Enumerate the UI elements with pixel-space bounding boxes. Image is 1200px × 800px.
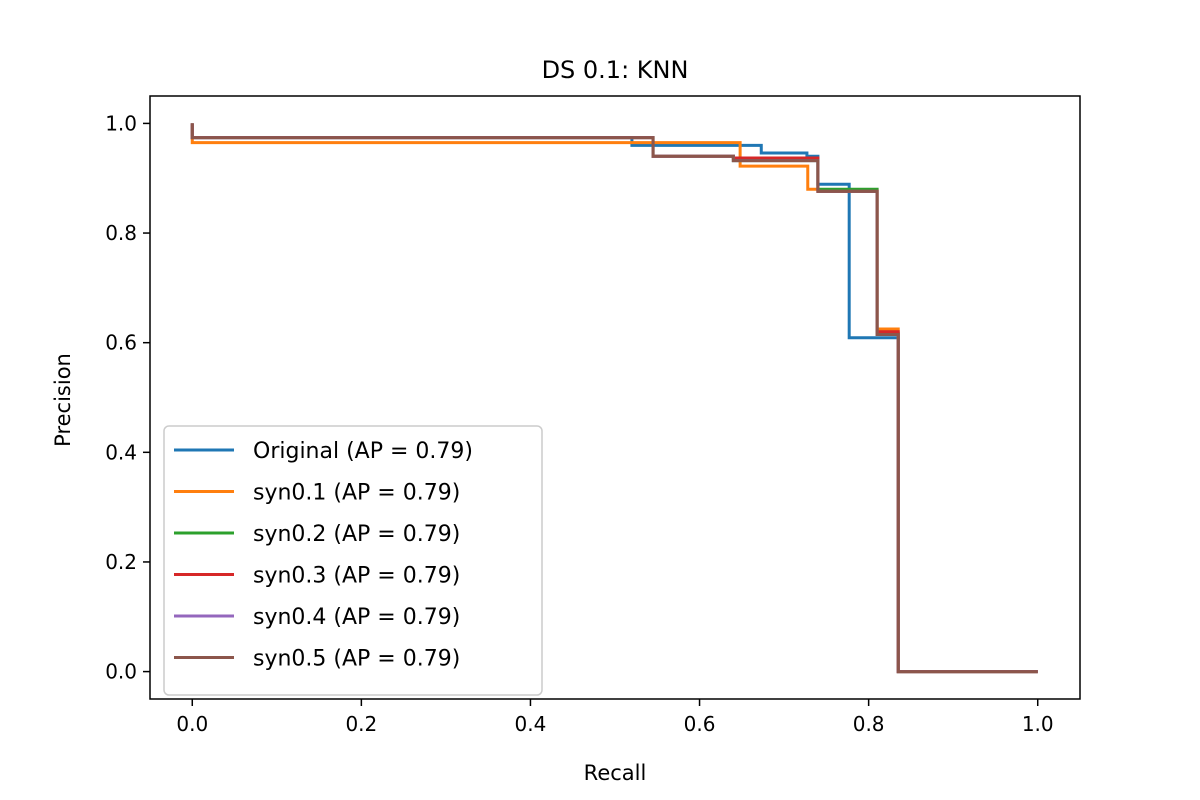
y-tick-label: 1.0 — [105, 111, 137, 135]
legend-entry: syn0.4 (AP = 0.79) — [253, 605, 460, 630]
x-tick-label: 1.0 — [1022, 712, 1054, 736]
x-tick-label: 0.8 — [853, 712, 885, 736]
y-axis-label: Precision — [51, 353, 75, 447]
legend-box — [163, 425, 543, 696]
ticks-layer: 0.0 0.2 0.4 0.6 0.8 1.0 0.0 0.2 0.4 0.6 0.8 1.0 — [105, 111, 1053, 736]
chart-title: DS 0.1: KNN — [542, 56, 689, 84]
x-tick-label: 0.2 — [345, 712, 377, 736]
series-layer — [190, 123, 1038, 674]
series-line-1 — [190, 123, 1038, 674]
legend: Original (AP = 0.79) syn0.1 (AP = 0.79) sy… — [163, 425, 543, 696]
legend-entry: syn0.2 (AP = 0.79) — [253, 522, 460, 547]
y-tick-label: 0.6 — [105, 331, 137, 355]
y-tick-label: 0.2 — [105, 550, 137, 574]
x-axis-label: Recall — [584, 761, 647, 785]
y-tick-label: 0.0 — [105, 660, 137, 684]
x-tick-label: 0.6 — [684, 712, 716, 736]
legend-entry: syn0.1 (AP = 0.79) — [253, 481, 460, 506]
legend-entry: syn0.3 (AP = 0.79) — [253, 564, 460, 589]
series-line-5 — [190, 123, 1038, 674]
y-tick-label: 0.8 — [105, 221, 137, 245]
legend-entry: syn0.5 (AP = 0.79) — [253, 647, 460, 672]
x-tick-label: 0.4 — [515, 712, 547, 736]
y-tick-label: 0.4 — [105, 440, 137, 464]
legend-entry: Original (AP = 0.79) — [253, 439, 473, 464]
axes-frame — [149, 95, 1081, 700]
x-tick-label: 0.0 — [176, 712, 208, 736]
